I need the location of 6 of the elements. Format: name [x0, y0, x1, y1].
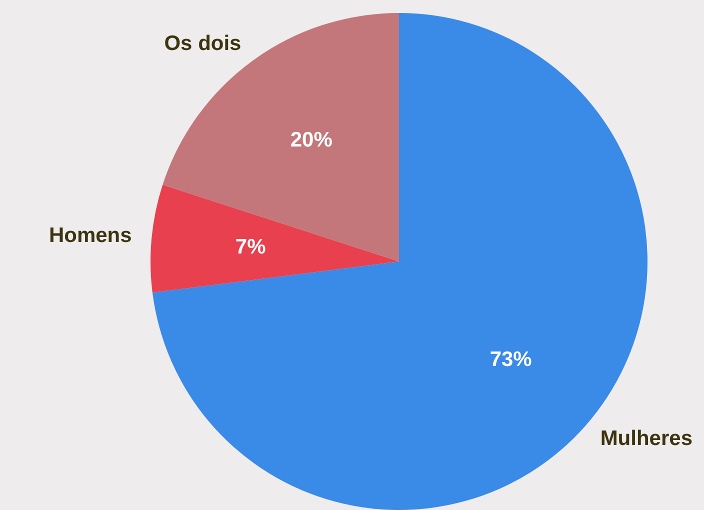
- slice-label: Homens: [48, 224, 132, 248]
- data-label: 20%: [290, 128, 333, 152]
- data-label: 73%: [490, 348, 532, 371]
- slice-label: Os dois: [164, 32, 242, 56]
- data-label: 7%: [235, 235, 266, 258]
- slice-label: Mulheres: [600, 426, 693, 450]
